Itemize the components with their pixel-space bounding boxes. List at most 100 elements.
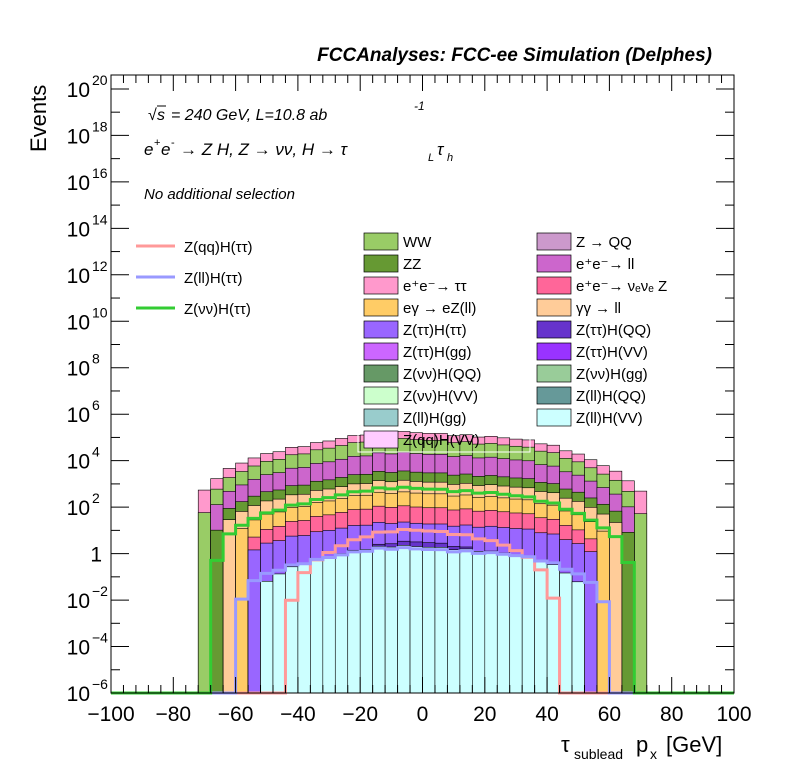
stack-bar (210, 529, 224, 694)
legend-bg-swatch (363, 232, 399, 251)
y-axis-label: Events (26, 85, 51, 152)
stack-bar (285, 566, 299, 694)
legend-bg-swatch (363, 342, 399, 361)
y-tick-label: 10 (67, 683, 90, 706)
y-tick-label: 1 (90, 544, 102, 567)
x-label-sub2: x (650, 746, 657, 762)
stack-bar (434, 547, 448, 694)
y-tick-exponent: 8 (92, 351, 100, 367)
legend-bg-swatch (363, 254, 399, 273)
y-tick-exponent: 6 (92, 397, 100, 413)
annotation-process: e + e - → Z H, Z → νν, H → τ L τ h (144, 137, 453, 164)
stack-bar (509, 554, 523, 694)
annotation-energy: √ s = 240 GeV, L=10.8 ab -1 (148, 99, 425, 124)
legend-bg-label: Z(νν)H(gg) (576, 366, 648, 383)
legend-bg-label: Z(νν)H(QQ) (403, 366, 481, 383)
process-text: → Z H, Z → νν, H → τ (180, 140, 349, 159)
legend-bg-label: eγ → eZ(ll) (403, 300, 476, 317)
y-tick-exponent: 18 (92, 118, 108, 134)
stack-bar (596, 530, 610, 694)
legend-signal-label: Z(ll)H(ττ) (184, 270, 243, 287)
y-tick-exponent: 14 (92, 211, 108, 227)
stack-bar (272, 573, 286, 694)
plot-area: −100 −80 −60 −40 −20 0 20 40 60 80 10010−610−410−2… (67, 72, 752, 726)
process-minus: - (171, 137, 175, 149)
stack-bar (334, 553, 349, 694)
stack-bar (297, 564, 311, 694)
y-tick-label: 10 (67, 404, 90, 427)
x-tick-label: 40 (535, 703, 558, 726)
x-tick-label: 100 (716, 703, 751, 726)
x-tick-label: −100 (87, 703, 134, 726)
legend-bg-swatch (536, 408, 572, 427)
legend-bg-label: Z(ττ)H(gg) (403, 344, 472, 361)
stack-bar (496, 552, 511, 694)
stack-bar (359, 549, 373, 694)
stack-bar (260, 580, 274, 694)
legend-bg-swatch (363, 364, 399, 383)
legend-bg-swatch (363, 408, 399, 427)
y-tick-exponent: 4 (92, 444, 100, 460)
y-tick-exponent: −6 (92, 676, 108, 692)
y-tick-label: 10 (67, 172, 90, 195)
legend-bg-label: Z(ττ)H(ττ) (403, 322, 467, 339)
legend-bg-swatch (363, 320, 399, 339)
stack-bar (222, 519, 236, 694)
x-axis-label: τ sublead p x [GeV] (561, 732, 722, 762)
y-tick-label: 10 (67, 497, 90, 520)
legend-bg-swatch (363, 430, 399, 449)
stack-bar (247, 549, 261, 694)
stack-bar (347, 549, 361, 694)
legend-bg-swatch (536, 254, 572, 273)
signal-line (111, 546, 734, 695)
legend-bg-swatch (536, 364, 572, 383)
stack-bar (534, 561, 548, 694)
x-tick-label: −60 (218, 703, 254, 726)
process-sub-l: L (428, 152, 434, 164)
legend-bg-label: Z(ll)H(VV) (576, 410, 643, 427)
stack-bar (459, 548, 473, 694)
x-tick-label: −20 (342, 703, 378, 726)
process-tau: τ (437, 140, 445, 159)
y-tick-label: 10 (67, 590, 90, 613)
y-tick-exponent: 10 (92, 304, 108, 320)
process-e2: e (161, 140, 170, 159)
y-tick-exponent: 12 (92, 258, 108, 274)
stack-bar (484, 550, 498, 694)
y-tick-label: 10 (67, 637, 90, 660)
legend-bg-label: WW (403, 234, 432, 251)
x-tick-label: −80 (155, 703, 191, 726)
stack-bar (521, 556, 535, 694)
legend-bg-swatch (536, 320, 572, 339)
energy-s: s (157, 107, 165, 124)
legend-bg-label: Z(νν)H(VV) (403, 388, 478, 405)
legend-bg-swatch (363, 298, 399, 317)
legend-bg-label: e⁺e⁻→ νₑνₑ Z (576, 278, 667, 295)
x-label-sub: sublead (574, 746, 623, 762)
stack-bar (310, 558, 324, 694)
stack-bar (634, 513, 648, 694)
x-tick-label: 0 (417, 703, 429, 726)
stack-bar (409, 546, 423, 694)
lumi-exponent: -1 (414, 99, 425, 113)
stack-bar (397, 545, 411, 694)
legend: Z(qq)H(ττ) Z(ll)H(ττ) Z(νν)H(ττ) WW ZZ e⁺e⁻→ … (136, 232, 667, 453)
y-tick-exponent: 2 (92, 490, 100, 506)
stack-bar (422, 546, 436, 694)
legend-bg-swatch (536, 298, 572, 317)
signal-line (111, 485, 734, 695)
y-tick-label: 10 (67, 358, 90, 381)
y-tick-label: 10 (67, 125, 90, 148)
stack-bar (235, 528, 249, 694)
y-tick-exponent: 16 (92, 165, 108, 181)
legend-bg-swatch (536, 386, 572, 405)
legend-highlight-box (357, 426, 531, 453)
y-tick-label: 10 (67, 265, 90, 288)
legend-bg-label: e⁺e⁻→ ll (576, 256, 634, 273)
energy-text: = 240 GeV, L=10.8 ab (171, 107, 327, 124)
x-tick-label: 80 (660, 703, 683, 726)
legend-bg-swatch (536, 276, 572, 295)
y-tick-label: 10 (67, 311, 90, 334)
x-label-tau: τ (561, 732, 570, 757)
